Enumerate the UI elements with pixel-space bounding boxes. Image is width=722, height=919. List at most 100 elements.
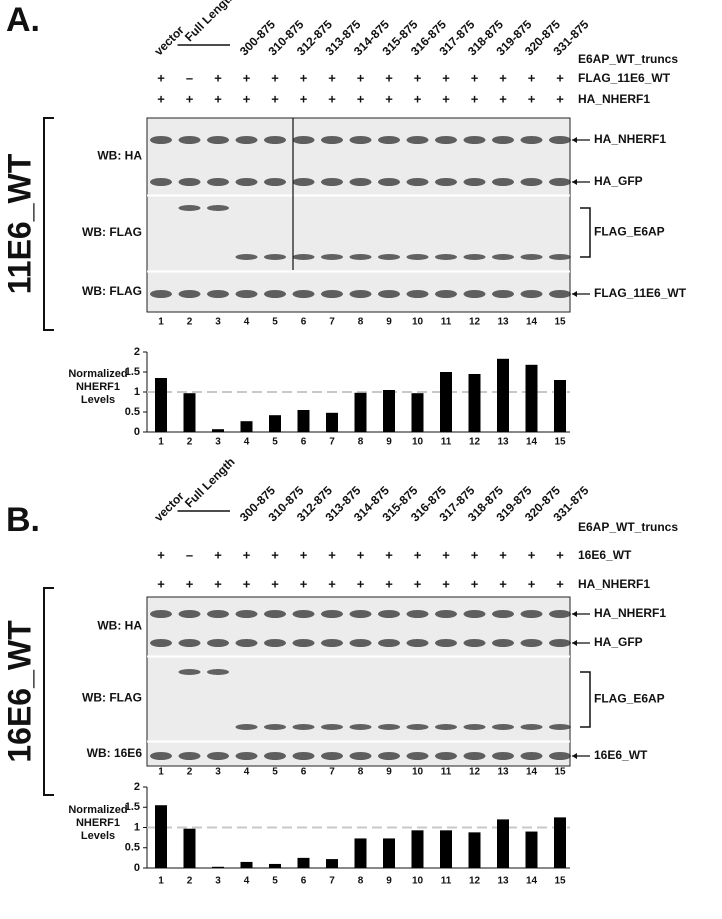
lane-number: 8 bbox=[358, 767, 364, 778]
band-label: FLAG_11E6_WT bbox=[594, 286, 687, 300]
y-tick-label: 1.5 bbox=[125, 801, 140, 813]
x-tick-label: 7 bbox=[329, 876, 335, 887]
band bbox=[435, 178, 457, 186]
x-tick-label: 5 bbox=[272, 876, 278, 887]
bar bbox=[240, 861, 253, 868]
band bbox=[349, 178, 372, 186]
lane-number: 7 bbox=[329, 767, 335, 778]
band bbox=[178, 136, 201, 144]
band bbox=[378, 752, 400, 760]
x-tick-label: 8 bbox=[358, 437, 364, 448]
sign: + bbox=[471, 547, 479, 562]
lane-number: 11 bbox=[441, 767, 452, 778]
panel-label: B. bbox=[6, 501, 40, 539]
band bbox=[549, 136, 571, 144]
band bbox=[435, 136, 457, 144]
sign: + bbox=[414, 576, 422, 591]
band bbox=[463, 724, 486, 730]
band bbox=[264, 254, 286, 260]
band bbox=[235, 254, 258, 260]
band bbox=[178, 669, 201, 675]
lane-number: 5 bbox=[272, 317, 278, 328]
band bbox=[207, 178, 229, 186]
band bbox=[463, 178, 486, 186]
band-label: HA_NHERF1 bbox=[594, 132, 666, 146]
y-tick-label: 1.5 bbox=[125, 366, 140, 378]
band bbox=[549, 178, 571, 186]
band-bracket bbox=[580, 671, 591, 728]
lane-number: 10 bbox=[412, 767, 424, 778]
sign: + bbox=[528, 70, 536, 85]
sign: + bbox=[385, 70, 393, 85]
band bbox=[378, 136, 400, 144]
lane-number: 1 bbox=[158, 317, 164, 328]
band-label: 16E6_WT bbox=[594, 748, 648, 762]
sign: + bbox=[357, 547, 365, 562]
band-label: FLAG_E6AP bbox=[594, 692, 665, 706]
band bbox=[178, 610, 201, 618]
bar bbox=[326, 859, 338, 868]
row-label: E6AP_WT_truncs bbox=[578, 520, 678, 534]
lane-number: 1 bbox=[158, 767, 164, 778]
band bbox=[492, 290, 514, 298]
bar bbox=[297, 410, 310, 432]
bar bbox=[297, 857, 310, 868]
bar bbox=[497, 819, 509, 868]
x-tick-label: 2 bbox=[187, 437, 193, 448]
band bbox=[520, 724, 543, 730]
band bbox=[178, 290, 201, 298]
sign: + bbox=[300, 91, 308, 106]
band bbox=[207, 290, 229, 298]
band bbox=[178, 205, 201, 211]
x-tick-label: 2 bbox=[187, 876, 193, 887]
sign: + bbox=[300, 547, 308, 562]
band bbox=[406, 752, 429, 760]
band bbox=[406, 639, 429, 647]
band bbox=[207, 669, 229, 675]
band bbox=[378, 639, 400, 647]
band bbox=[463, 610, 486, 618]
x-tick-label: 11 bbox=[441, 876, 452, 887]
band bbox=[492, 136, 514, 144]
band bbox=[207, 639, 229, 647]
bar bbox=[497, 358, 509, 432]
y-axis-label: Normalized NHERF1 Levels bbox=[68, 368, 128, 406]
x-tick-label: 9 bbox=[386, 876, 392, 887]
blot-frame bbox=[146, 596, 571, 767]
sign: + bbox=[357, 70, 365, 85]
band bbox=[292, 136, 315, 144]
sign: + bbox=[442, 576, 450, 591]
band bbox=[349, 752, 372, 760]
x-tick-label: 12 bbox=[469, 437, 481, 448]
band bbox=[321, 639, 343, 647]
band bbox=[321, 752, 343, 760]
sign: + bbox=[243, 576, 251, 591]
x-tick-label: 3 bbox=[215, 437, 221, 448]
sign: + bbox=[556, 70, 564, 85]
bar bbox=[525, 831, 538, 868]
x-tick-label: 12 bbox=[469, 876, 481, 887]
band bbox=[292, 639, 315, 647]
bar bbox=[269, 415, 281, 432]
band bbox=[292, 610, 315, 618]
band bbox=[207, 205, 229, 211]
sign: + bbox=[556, 547, 564, 562]
sign: – bbox=[186, 70, 193, 85]
sign: + bbox=[186, 91, 194, 106]
band bbox=[207, 610, 229, 618]
bar bbox=[212, 866, 224, 868]
sign: + bbox=[186, 576, 194, 591]
band bbox=[321, 290, 343, 298]
band bbox=[150, 136, 172, 144]
band bbox=[549, 724, 571, 730]
band bbox=[349, 610, 372, 618]
lane-number: 15 bbox=[554, 317, 566, 328]
band bbox=[435, 724, 457, 730]
band-bracket bbox=[580, 207, 591, 258]
bar bbox=[411, 830, 424, 868]
band bbox=[406, 136, 429, 144]
band bbox=[549, 610, 571, 618]
blot-label: WB: FLAG bbox=[82, 225, 142, 239]
sign: + bbox=[243, 70, 251, 85]
band bbox=[435, 610, 457, 618]
